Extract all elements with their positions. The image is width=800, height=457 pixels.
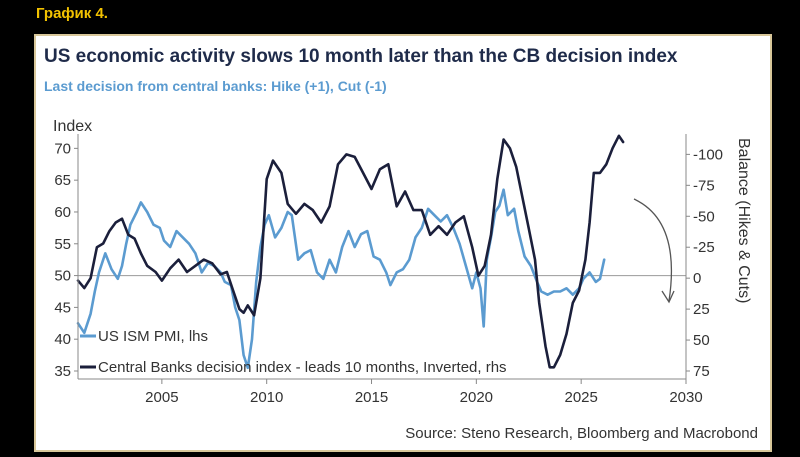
source-note: Source: Steno Research, Bloomberg and Ma… (405, 425, 758, 442)
forecast-arrow-head (661, 290, 675, 304)
left-tick-label: 50 (54, 268, 71, 285)
right-tick-label: -25 (693, 239, 715, 256)
left-axis-label: Index (53, 118, 92, 135)
right-tick-label: 0 (693, 270, 701, 287)
series-line-ism-pmi (76, 188, 606, 370)
x-tick-label: 2005 (145, 389, 178, 406)
x-tick-label: 2030 (669, 389, 702, 406)
forecast-arrow (633, 198, 673, 302)
chart-panel: US economic activity slows 10 month late… (34, 34, 772, 452)
chart-subtitle: Last decision from central banks: Hike (… (44, 78, 387, 94)
right-tick-label: 75 (693, 363, 710, 380)
chart-title: US economic activity slows 10 month late… (44, 46, 678, 67)
right-tick-label: -100 (693, 146, 723, 163)
left-tick-label: 65 (54, 172, 71, 189)
legend-label-cb: Central Banks decision index - leads 10 … (98, 359, 507, 376)
right-tick-label: -75 (693, 177, 715, 194)
left-tick-label: 55 (54, 236, 71, 253)
series-line-cb-index (76, 134, 625, 369)
x-tick-label: 2020 (460, 389, 493, 406)
right-tick-label: 25 (693, 301, 710, 318)
x-tick-label: 2015 (355, 389, 388, 406)
left-tick-label: 60 (54, 204, 71, 221)
right-tick-label: 50 (693, 332, 710, 349)
left-tick-label: 70 (54, 140, 71, 157)
legend: US ISM PMI, lhs Central Banks decision i… (80, 328, 507, 376)
right-axis-label: Balance (Hikes & Cuts) (735, 138, 752, 303)
legend-label-pmi: US ISM PMI, lhs (98, 328, 208, 345)
line-chart: 35 40 45 50 55 60 65 70 75 50 25 0 -25 -50 -75 -100 2005… (53, 118, 758, 442)
figure-label: График 4. (36, 5, 108, 22)
left-tick-label: 45 (54, 299, 71, 316)
left-tick-label: 35 (54, 363, 71, 380)
x-tick-label: 2010 (250, 389, 283, 406)
left-tick-label: 40 (54, 331, 71, 348)
x-tick-label: 2025 (564, 389, 597, 406)
right-tick-label: -50 (693, 208, 715, 225)
